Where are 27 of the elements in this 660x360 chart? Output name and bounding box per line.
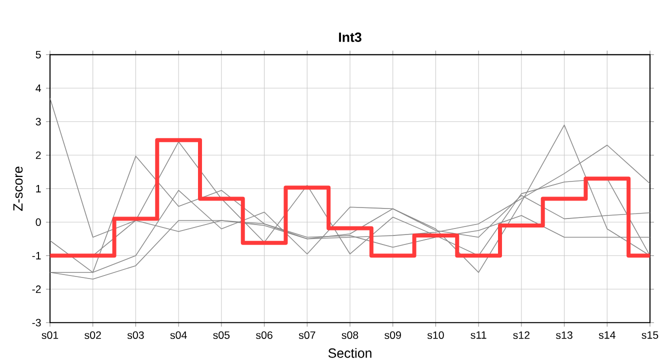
y-axis-title: Z-score — [13, 166, 23, 211]
x-tick-label: s01 — [42, 331, 58, 339]
x-tick-label: s03 — [127, 331, 144, 339]
y-tick-label: 4 — [36, 84, 41, 92]
x-tick-label: s09 — [384, 331, 401, 339]
x-tick-label: s13 — [556, 331, 572, 339]
y-tick-label: -3 — [32, 318, 41, 326]
x-tick-label: s02 — [84, 331, 101, 339]
x-tick-label: s07 — [298, 331, 316, 339]
y-tick-label: 1 — [36, 184, 41, 192]
chart-title: Int3 — [339, 32, 362, 42]
y-tick-label: -2 — [32, 285, 41, 293]
x-tick-label: s06 — [256, 331, 272, 339]
x-tick-label: s14 — [598, 331, 616, 339]
y-tick-label: 2 — [36, 151, 41, 159]
x-tick-label: s12 — [513, 331, 530, 339]
x-tick-label: s15 — [642, 331, 658, 339]
y-tick-label: -1 — [32, 252, 41, 260]
x-tick-label: s11 — [470, 331, 486, 339]
x-tick-label: s10 — [427, 331, 444, 339]
x-tick-label: s05 — [213, 331, 230, 339]
y-tick-label: 0 — [36, 218, 41, 226]
y-tick-label: 3 — [36, 118, 41, 126]
x-tick-label: s08 — [342, 331, 358, 339]
x-tick-label: s04 — [170, 331, 187, 339]
x-axis-title: Section — [328, 348, 372, 358]
y-tick-label: 5 — [36, 50, 41, 58]
